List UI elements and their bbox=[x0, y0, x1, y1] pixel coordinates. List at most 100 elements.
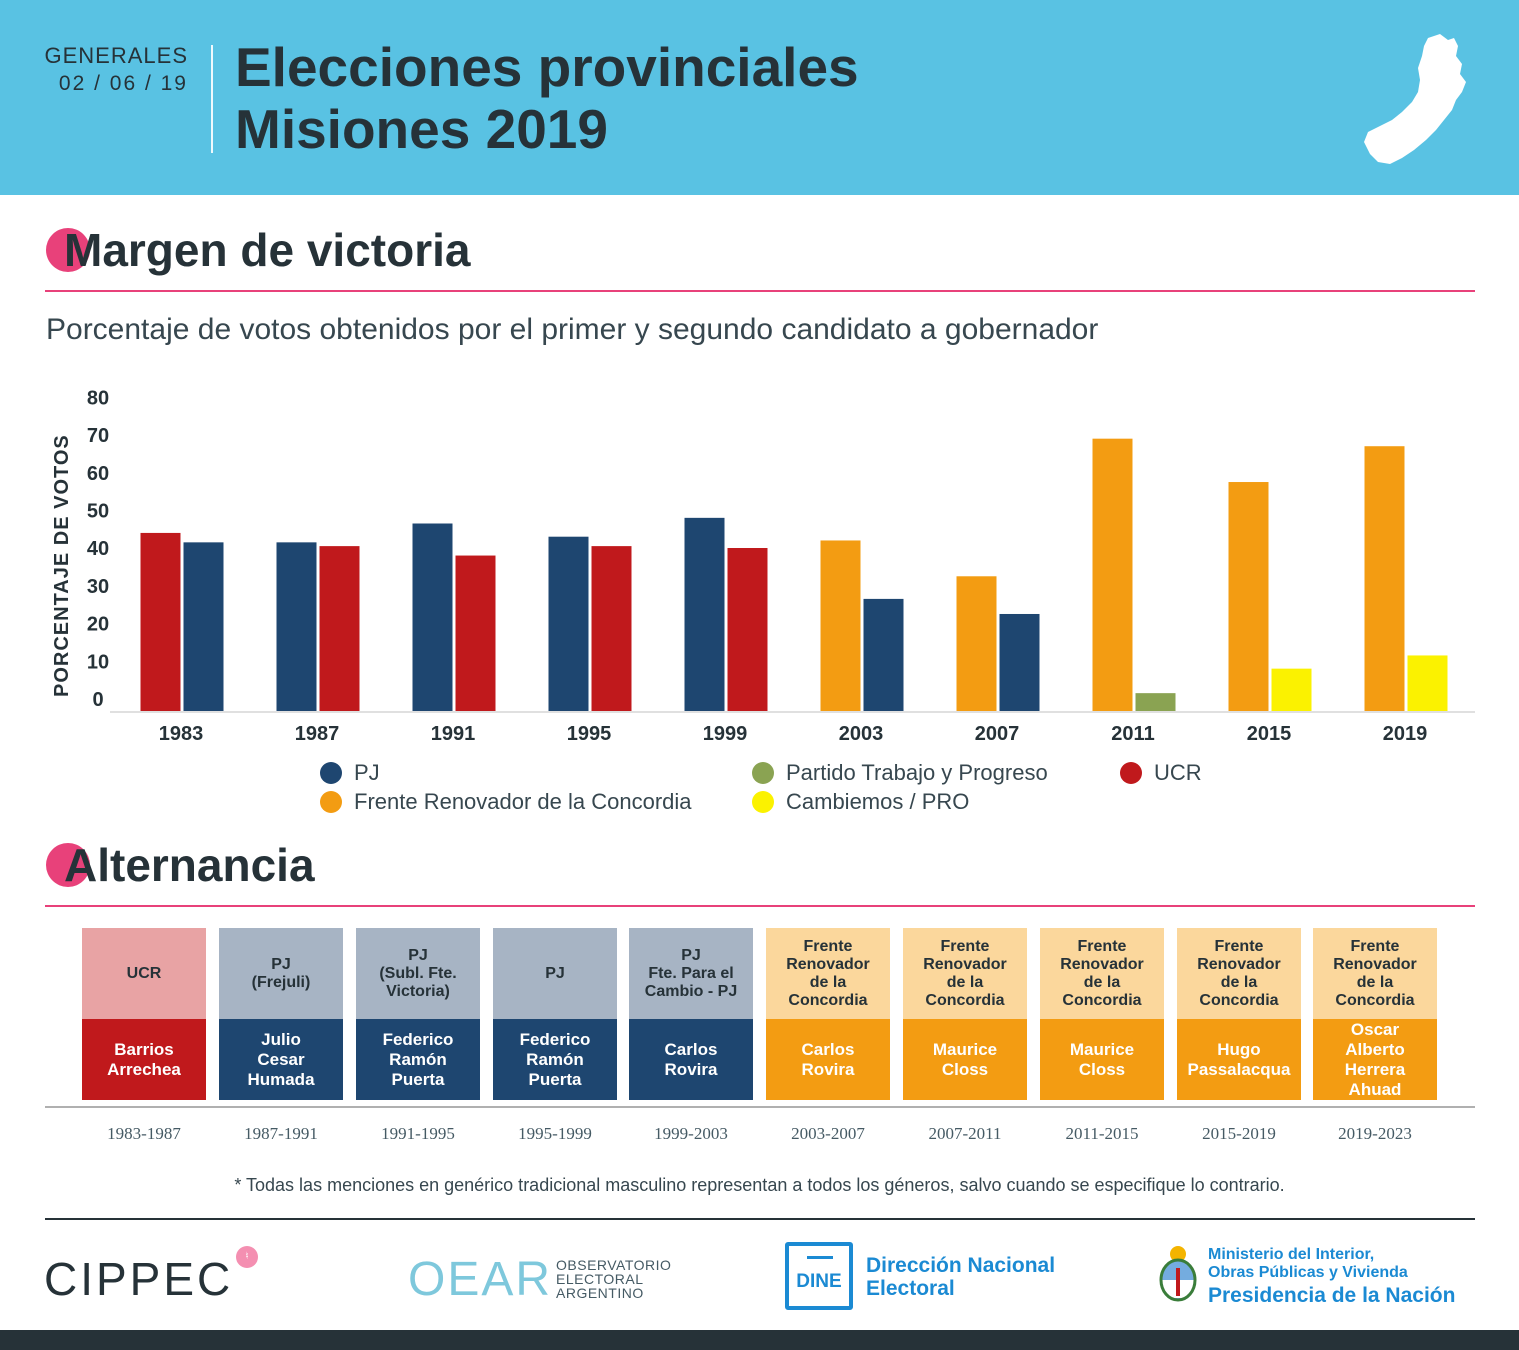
bar-1987-ucr bbox=[319, 546, 360, 712]
national-emblem-icon bbox=[1159, 1246, 1197, 1302]
term-period: 1995-1999 bbox=[518, 1124, 592, 1143]
legend-item-ucr: UCR bbox=[1120, 759, 1202, 787]
term-party: Frente Renovador de la Concordia bbox=[1040, 928, 1164, 1019]
term-2015-2019: Frente Renovador de la Concordia Hugo Pas… bbox=[1177, 928, 1301, 1143]
term-party-label: Frente Renovador de la Concordia bbox=[1197, 937, 1281, 1009]
x-tick-label: 2007 bbox=[975, 723, 1020, 745]
legend-label: Frente Renovador de la Concordia bbox=[354, 789, 692, 814]
dine-name-line-2: Electoral bbox=[866, 1277, 955, 1300]
term-period: 1999-2003 bbox=[654, 1124, 728, 1143]
term-period: 2019-2023 bbox=[1338, 1124, 1412, 1143]
election-date: 02 / 06 / 19 bbox=[58, 72, 188, 95]
term-party-label: PJ Fte. Para el Cambio - PJ bbox=[644, 946, 738, 1000]
x-tick-label: 2019 bbox=[1383, 723, 1428, 745]
term-party: Frente Renovador de la Concordia bbox=[903, 928, 1027, 1019]
vote-share-bar-chart: PORCENTAJE DE VOTOS 0 10 20 30 40 50 60 70 80 19… bbox=[51, 387, 1475, 745]
term-party-label: PJ (Frejuli) bbox=[251, 955, 311, 991]
section-bullet-icon bbox=[46, 228, 90, 272]
x-tick-label: 2011 bbox=[1111, 723, 1154, 745]
bar-2019-pro bbox=[1407, 655, 1448, 712]
legend-item-pj: PJ bbox=[320, 759, 380, 787]
legend-item-pro: Cambiemos / PRO bbox=[752, 788, 969, 816]
term-2019-2023: Frente Renovador de la Concordia Oscar Al… bbox=[1313, 928, 1437, 1143]
legend-label: PJ bbox=[354, 760, 380, 785]
bar-2011-frc bbox=[1092, 438, 1133, 712]
legend-item-ptp: Partido Trabajo y Progreso bbox=[752, 759, 1048, 787]
election-type: GENERALES bbox=[44, 43, 188, 68]
term-governor: Maurice Closs bbox=[903, 1019, 1027, 1100]
bar-1983-ucr bbox=[140, 532, 181, 712]
y-axis-label: PORCENTAJE DE VOTOS bbox=[51, 434, 73, 697]
ministerio-line-1: Ministerio del Interior, bbox=[1208, 1246, 1375, 1263]
legend-swatch-icon bbox=[320, 762, 342, 784]
term-governor-name: Julio Cesar Humada bbox=[247, 1029, 315, 1089]
section-bullet-icon bbox=[46, 843, 90, 887]
term-governor: Carlos Rovira bbox=[629, 1019, 753, 1100]
legend-swatch-icon bbox=[1120, 762, 1142, 784]
oear-logo-text: OBSERVATORIO ELECTORAL ARGENTINO bbox=[556, 1258, 671, 1300]
term-party-label: Frente Renovador de la Concordia bbox=[1333, 937, 1417, 1009]
x-tick-label: 1987 bbox=[295, 723, 340, 745]
section-alternancia-rule bbox=[45, 905, 1475, 907]
term-period: 1987-1991 bbox=[244, 1124, 318, 1143]
bar-2011-ptp bbox=[1135, 693, 1176, 712]
chart-subtitle: Porcentaje de votos obtenidos por el pri… bbox=[46, 313, 1099, 346]
x-tick-label: 1991 bbox=[431, 723, 476, 745]
x-tick-label: 1995 bbox=[567, 723, 612, 745]
term-2011-2015: Frente Renovador de la Concordia Maurice … bbox=[1040, 928, 1164, 1143]
term-party: PJ bbox=[493, 928, 617, 1019]
x-tick-label: 2015 bbox=[1247, 723, 1292, 745]
term-period: 2015-2019 bbox=[1202, 1124, 1276, 1143]
dine-box-label: DINE bbox=[796, 1271, 842, 1292]
term-governor-name: Barrios Arrechea bbox=[107, 1039, 181, 1079]
header-banner: GENERALES 02 / 06 / 19 Elecciones provin… bbox=[0, 0, 1519, 195]
term-party-label: Frente Renovador de la Concordia bbox=[786, 937, 870, 1009]
term-governor-name: Oscar Alberto Herrera Ahuad bbox=[1344, 1019, 1406, 1099]
y-tick-label: 40 bbox=[87, 538, 109, 560]
y-tick-label: 10 bbox=[87, 651, 109, 673]
term-party: Frente Renovador de la Concordia bbox=[1177, 928, 1301, 1019]
page-title: Elecciones provinciales Misiones 2019 bbox=[235, 36, 859, 160]
term-governor: Oscar Alberto Herrera Ahuad bbox=[1313, 1019, 1437, 1100]
legend-item-frc: Frente Renovador de la Concordia bbox=[320, 788, 692, 816]
term-period: 2007-2011 bbox=[928, 1124, 1002, 1143]
election-kicker: GENERALES 02 / 06 / 19 bbox=[40, 42, 188, 98]
legend-swatch-icon bbox=[752, 791, 774, 813]
footnote: * Todas las menciones en genérico tradic… bbox=[234, 1175, 1285, 1195]
oear-logo: OEAR OBSERVATORIO ELECTORAL ARGENTINO bbox=[408, 1252, 671, 1307]
section-margin-title: Margen de victoria bbox=[64, 224, 471, 276]
term-party: Frente Renovador de la Concordia bbox=[766, 928, 890, 1019]
legend-label: UCR bbox=[1154, 760, 1202, 785]
x-tick-label: 1999 bbox=[703, 723, 748, 745]
y-tick-label: 70 bbox=[87, 425, 109, 447]
bar-1987-pj bbox=[276, 542, 317, 712]
footer-rule bbox=[45, 1218, 1475, 1220]
term-governor-name: Carlos Rovira bbox=[801, 1039, 855, 1079]
term-governor: Hugo Passalacqua bbox=[1177, 1019, 1301, 1100]
term-period: 2003-2007 bbox=[791, 1124, 865, 1143]
term-governor-name: Maurice Closs bbox=[1069, 1039, 1135, 1079]
section-alternancia-title: Alternancia bbox=[64, 839, 315, 891]
bar-series bbox=[140, 438, 1448, 712]
y-tick-label: 20 bbox=[87, 614, 109, 636]
term-party: Frente Renovador de la Concordia bbox=[1313, 928, 1437, 1019]
cippec-logo-text: CIPPEC bbox=[44, 1253, 234, 1305]
legend-label: Partido Trabajo y Progreso bbox=[786, 760, 1048, 785]
presidencia-text: Presidencia de la Nación bbox=[1208, 1284, 1456, 1307]
term-party-label: Frente Renovador de la Concordia bbox=[923, 937, 1007, 1009]
legend-swatch-icon bbox=[320, 791, 342, 813]
dine-name: Dirección Nacional Electoral bbox=[866, 1254, 1055, 1300]
y-tick-label: 50 bbox=[87, 501, 109, 523]
term-2007-2011: Frente Renovador de la Concordia Maurice … bbox=[903, 928, 1027, 1143]
y-tick-label: 30 bbox=[87, 576, 109, 598]
term-governor: Carlos Rovira bbox=[766, 1019, 890, 1100]
legend-label: Cambiemos / PRO bbox=[786, 789, 970, 814]
oear-line-3: ARGENTINO bbox=[556, 1285, 644, 1301]
term-1987-1991: PJ (Frejuli) Julio Cesar Humada 1987-1991 bbox=[219, 928, 343, 1143]
misiones-map-icon bbox=[1364, 34, 1466, 164]
page-title-line-2: Misiones 2019 bbox=[235, 98, 608, 160]
bar-1999-ucr bbox=[727, 548, 768, 712]
cippec-badge-icon: ♮ bbox=[236, 1246, 258, 1268]
x-tick-label: 1983 bbox=[159, 723, 204, 745]
bar-2007-pj bbox=[999, 613, 1040, 712]
